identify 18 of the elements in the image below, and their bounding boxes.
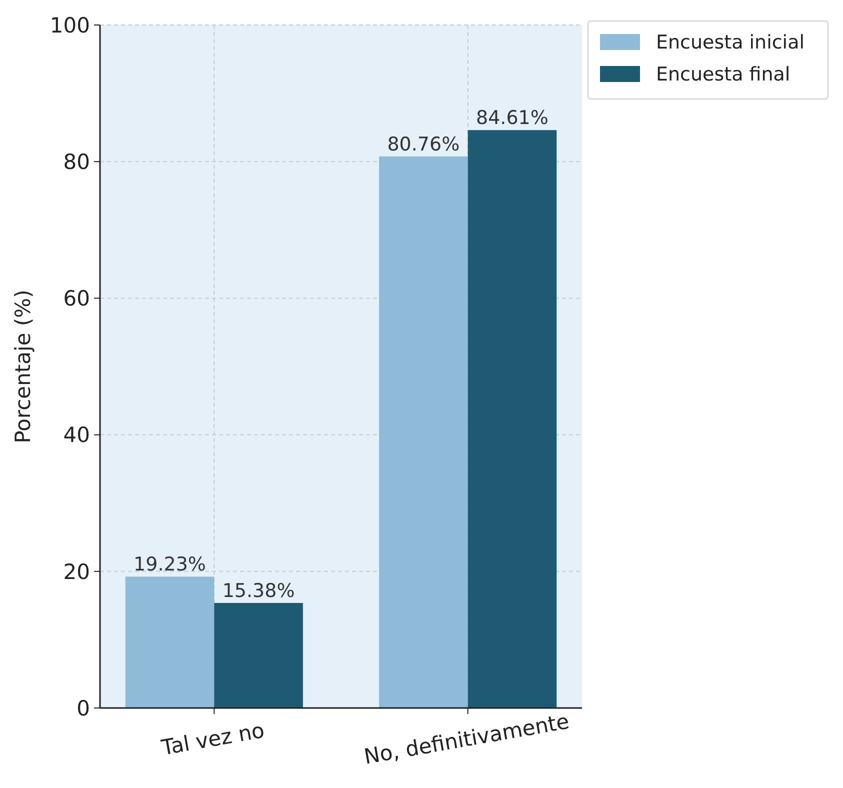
data-label: 19.23%	[134, 554, 206, 576]
data-label: 15.38%	[222, 580, 295, 602]
legend-label: Encuesta final	[656, 64, 790, 86]
data-label: 84.61%	[476, 107, 548, 130]
bar	[125, 576, 214, 708]
data-label: 80.76%	[387, 133, 460, 156]
bar	[214, 602, 303, 708]
bar	[379, 156, 468, 708]
y-tick-label: 0	[76, 696, 90, 720]
x-tick-label: Tal vez no	[158, 718, 266, 760]
bar	[468, 130, 557, 708]
y-tick-label: 60	[63, 286, 90, 311]
y-tick-label: 40	[63, 423, 90, 448]
y-tick-label: 80	[63, 150, 90, 174]
y-tick-label: 20	[63, 560, 90, 584]
y-axis-title: Porcentaje (%)	[11, 290, 35, 444]
legend-label: Encuesta inicial	[656, 32, 805, 54]
y-tick-label: 100	[50, 13, 90, 38]
